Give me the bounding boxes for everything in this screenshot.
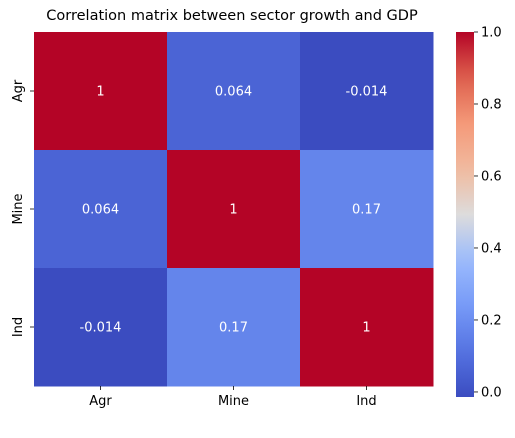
heatmap-cell bbox=[300, 150, 434, 269]
heatmap-cell bbox=[34, 32, 168, 151]
heatmap-cell bbox=[34, 268, 168, 387]
y-tick-label: Agr bbox=[11, 79, 26, 102]
cell-value-label: 0.064 bbox=[215, 85, 252, 100]
heatmap-cell bbox=[300, 268, 434, 387]
heatmap-cell bbox=[167, 32, 301, 151]
colorbar-tick-label: 0.0 bbox=[481, 385, 502, 400]
cell-value-label: 0.064 bbox=[82, 203, 119, 218]
x-axis: Agr Mine Ind bbox=[89, 386, 377, 409]
x-tick-label: Mine bbox=[218, 394, 249, 409]
cell-value-label: 0.17 bbox=[352, 203, 381, 218]
cell-value-label: 1 bbox=[96, 85, 104, 100]
cell-value-label: -0.014 bbox=[80, 321, 122, 336]
colorbar-tick-label: 0.4 bbox=[481, 241, 502, 256]
heatmap-cell bbox=[167, 268, 301, 387]
colorbar: 0.0 0.2 0.4 0.6 0.8 1.0 bbox=[456, 26, 502, 400]
y-axis: Agr Mine Ind bbox=[11, 79, 34, 337]
x-tick-label: Ind bbox=[356, 394, 376, 409]
y-tick-label: Mine bbox=[11, 193, 26, 224]
colorbar-gradient bbox=[456, 32, 474, 397]
chart-title: Correlation matrix between sector growth… bbox=[46, 8, 418, 24]
heatmap-cell bbox=[34, 150, 168, 269]
cell-value-label: -0.014 bbox=[346, 85, 388, 100]
colorbar-tick-label: 0.2 bbox=[481, 313, 502, 328]
heatmap-cells bbox=[34, 32, 434, 387]
heatmap-cell bbox=[167, 150, 301, 269]
colorbar-tick-label: 1.0 bbox=[481, 26, 502, 41]
colorbar-tick-label: 0.8 bbox=[481, 97, 502, 112]
x-tick-label: Agr bbox=[89, 394, 112, 409]
cell-annotations: 1 0.064 -0.014 0.064 1 0.17 -0.014 0.17 1 bbox=[80, 85, 388, 336]
y-tick-label: Ind bbox=[11, 317, 26, 337]
cell-value-label: 1 bbox=[362, 321, 370, 336]
cell-value-label: 0.17 bbox=[219, 321, 248, 336]
colorbar-tick-label: 0.6 bbox=[481, 169, 502, 184]
heatmap-cell bbox=[300, 32, 434, 151]
cell-value-label: 1 bbox=[229, 203, 237, 218]
